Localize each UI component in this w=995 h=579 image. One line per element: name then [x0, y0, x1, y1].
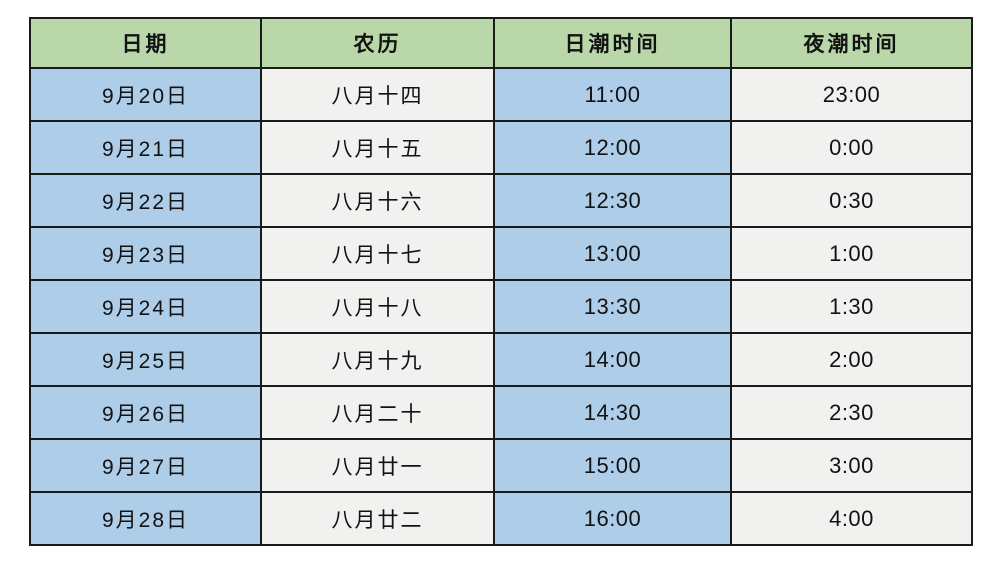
- cell-day-tide: 15:00: [493, 438, 732, 493]
- cell-day-tide: 14:00: [493, 332, 732, 387]
- header-cell-night-tide: 夜潮时间: [730, 17, 973, 69]
- cell-lunar: 八月廿二: [260, 491, 495, 546]
- table-row: 9月28日 八月廿二 16:00 4:00: [29, 491, 973, 546]
- table-header-row: 日期 农历 日潮时间 夜潮时间: [29, 17, 973, 69]
- tide-time-table: 日期 农历 日潮时间 夜潮时间 9月20日 八月十四 11:00 23:00 9…: [29, 17, 973, 546]
- cell-date: 9月28日: [29, 491, 262, 546]
- cell-date: 9月20日: [29, 67, 262, 122]
- cell-lunar: 八月十四: [260, 67, 495, 122]
- cell-lunar: 八月十八: [260, 279, 495, 334]
- cell-night-tide: 4:00: [730, 491, 973, 546]
- cell-night-tide: 2:30: [730, 385, 973, 440]
- table-row: 9月20日 八月十四 11:00 23:00: [29, 67, 973, 122]
- cell-day-tide: 12:30: [493, 173, 732, 228]
- table-row: 9月22日 八月十六 12:30 0:30: [29, 173, 973, 228]
- header-cell-lunar: 农历: [260, 17, 495, 69]
- table-row: 9月23日 八月十七 13:00 1:00: [29, 226, 973, 281]
- cell-lunar: 八月十七: [260, 226, 495, 281]
- cell-day-tide: 13:30: [493, 279, 732, 334]
- cell-lunar: 八月二十: [260, 385, 495, 440]
- cell-date: 9月27日: [29, 438, 262, 493]
- cell-night-tide: 1:30: [730, 279, 973, 334]
- table-row: 9月25日 八月十九 14:00 2:00: [29, 332, 973, 387]
- cell-day-tide: 12:00: [493, 120, 732, 175]
- cell-lunar: 八月十九: [260, 332, 495, 387]
- cell-day-tide: 14:30: [493, 385, 732, 440]
- cell-night-tide: 0:30: [730, 173, 973, 228]
- cell-date: 9月23日: [29, 226, 262, 281]
- cell-night-tide: 1:00: [730, 226, 973, 281]
- cell-lunar: 八月十五: [260, 120, 495, 175]
- cell-date: 9月26日: [29, 385, 262, 440]
- header-cell-date: 日期: [29, 17, 262, 69]
- cell-date: 9月22日: [29, 173, 262, 228]
- cell-lunar: 八月廿一: [260, 438, 495, 493]
- cell-date: 9月25日: [29, 332, 262, 387]
- cell-date: 9月24日: [29, 279, 262, 334]
- cell-night-tide: 2:00: [730, 332, 973, 387]
- cell-lunar: 八月十六: [260, 173, 495, 228]
- cell-day-tide: 11:00: [493, 67, 732, 122]
- table-row: 9月26日 八月二十 14:30 2:30: [29, 385, 973, 440]
- cell-night-tide: 0:00: [730, 120, 973, 175]
- table-row: 9月21日 八月十五 12:00 0:00: [29, 120, 973, 175]
- cell-night-tide: 3:00: [730, 438, 973, 493]
- cell-night-tide: 23:00: [730, 67, 973, 122]
- table-row: 9月27日 八月廿一 15:00 3:00: [29, 438, 973, 493]
- cell-day-tide: 13:00: [493, 226, 732, 281]
- table-row: 9月24日 八月十八 13:30 1:30: [29, 279, 973, 334]
- header-cell-day-tide: 日潮时间: [493, 17, 732, 69]
- cell-date: 9月21日: [29, 120, 262, 175]
- cell-day-tide: 16:00: [493, 491, 732, 546]
